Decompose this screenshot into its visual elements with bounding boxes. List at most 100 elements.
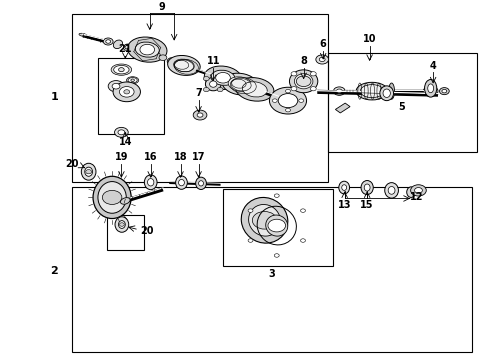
Circle shape xyxy=(248,209,253,212)
Circle shape xyxy=(296,76,311,86)
Circle shape xyxy=(286,108,291,112)
Ellipse shape xyxy=(241,197,288,243)
Ellipse shape xyxy=(210,81,217,87)
Circle shape xyxy=(442,89,447,93)
Text: 11: 11 xyxy=(206,56,220,66)
Circle shape xyxy=(300,209,305,212)
Circle shape xyxy=(193,110,207,120)
Ellipse shape xyxy=(388,186,395,194)
Circle shape xyxy=(286,89,291,93)
Ellipse shape xyxy=(168,55,200,75)
Ellipse shape xyxy=(178,180,184,186)
Circle shape xyxy=(124,90,130,94)
Ellipse shape xyxy=(79,33,87,36)
Bar xyxy=(72,14,328,181)
Circle shape xyxy=(120,223,124,226)
Circle shape xyxy=(119,68,124,72)
Text: 5: 5 xyxy=(398,102,405,112)
Ellipse shape xyxy=(211,70,235,85)
Text: 18: 18 xyxy=(173,152,187,162)
Circle shape xyxy=(216,72,230,83)
Circle shape xyxy=(299,99,304,102)
Ellipse shape xyxy=(266,215,288,236)
Ellipse shape xyxy=(389,83,394,99)
Circle shape xyxy=(248,239,253,242)
Bar xyxy=(223,189,333,266)
Ellipse shape xyxy=(204,66,242,90)
Ellipse shape xyxy=(196,177,206,189)
Text: 1: 1 xyxy=(50,92,58,102)
Text: 9: 9 xyxy=(159,1,165,12)
Ellipse shape xyxy=(81,163,96,180)
Circle shape xyxy=(270,87,307,114)
Text: 12: 12 xyxy=(410,192,424,202)
Ellipse shape xyxy=(85,167,93,176)
Circle shape xyxy=(86,170,92,174)
Circle shape xyxy=(440,87,449,95)
Ellipse shape xyxy=(385,183,398,198)
Text: 10: 10 xyxy=(363,34,376,44)
Circle shape xyxy=(203,87,209,92)
Circle shape xyxy=(274,254,279,257)
Circle shape xyxy=(197,113,203,117)
Text: 2: 2 xyxy=(50,266,58,276)
Ellipse shape xyxy=(93,176,131,219)
Circle shape xyxy=(291,87,297,91)
Circle shape xyxy=(106,40,111,43)
Ellipse shape xyxy=(147,179,154,186)
Circle shape xyxy=(140,44,155,55)
Ellipse shape xyxy=(243,82,267,97)
Circle shape xyxy=(274,194,279,197)
Ellipse shape xyxy=(173,59,194,72)
Ellipse shape xyxy=(380,86,393,101)
Bar xyxy=(98,58,164,134)
Circle shape xyxy=(113,82,141,102)
Circle shape xyxy=(203,77,209,81)
Ellipse shape xyxy=(145,175,157,190)
Circle shape xyxy=(316,55,329,64)
Circle shape xyxy=(112,84,120,89)
Circle shape xyxy=(411,185,426,196)
Ellipse shape xyxy=(121,198,130,204)
Ellipse shape xyxy=(114,66,129,74)
Text: 4: 4 xyxy=(430,61,437,71)
Ellipse shape xyxy=(123,44,130,50)
Ellipse shape xyxy=(119,221,125,228)
Text: 3: 3 xyxy=(269,269,275,279)
Ellipse shape xyxy=(360,85,384,98)
Circle shape xyxy=(291,72,297,76)
Ellipse shape xyxy=(339,181,349,194)
Ellipse shape xyxy=(135,42,159,57)
Ellipse shape xyxy=(128,77,137,83)
Text: 20: 20 xyxy=(65,159,79,169)
Ellipse shape xyxy=(248,204,280,236)
Circle shape xyxy=(102,190,122,204)
Ellipse shape xyxy=(98,181,126,213)
Bar xyxy=(328,53,477,152)
Circle shape xyxy=(131,79,134,81)
Text: 8: 8 xyxy=(300,56,307,66)
Circle shape xyxy=(217,87,223,92)
Ellipse shape xyxy=(290,70,318,93)
Ellipse shape xyxy=(228,77,252,91)
Circle shape xyxy=(120,86,134,97)
Circle shape xyxy=(427,89,434,94)
Text: 7: 7 xyxy=(195,88,202,98)
Ellipse shape xyxy=(111,64,132,75)
Text: 19: 19 xyxy=(115,152,128,162)
Ellipse shape xyxy=(222,73,258,95)
Circle shape xyxy=(310,72,316,76)
Text: 14: 14 xyxy=(119,136,132,147)
Circle shape xyxy=(423,86,438,96)
Circle shape xyxy=(272,99,277,102)
Circle shape xyxy=(310,87,316,91)
Bar xyxy=(107,215,144,250)
Text: 17: 17 xyxy=(192,152,205,162)
Text: 21: 21 xyxy=(119,44,132,54)
Ellipse shape xyxy=(424,80,437,97)
Circle shape xyxy=(319,57,325,62)
Circle shape xyxy=(217,77,223,81)
Text: 16: 16 xyxy=(144,152,157,162)
Circle shape xyxy=(268,219,286,232)
Circle shape xyxy=(336,89,342,93)
